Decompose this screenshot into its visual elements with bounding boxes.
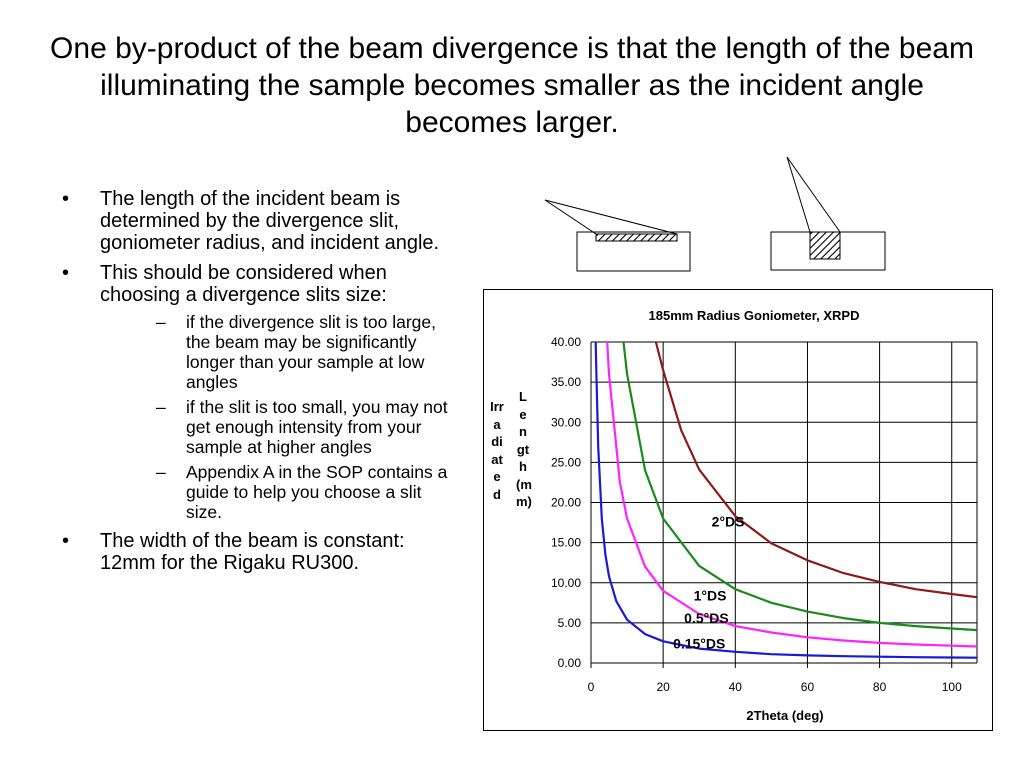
y-tick-label: 35.00 [551, 375, 581, 389]
y-axis-label-left: Irradiated [490, 399, 504, 502]
bullet-list: The length of the incident beam is deter… [60, 188, 455, 582]
y-tick-label: 40.00 [551, 335, 581, 349]
bullet-item: This should be considered when choosing … [60, 262, 455, 522]
x-tick-label: 60 [801, 680, 815, 694]
high-angle-sample-diagram [770, 156, 886, 271]
x-tick-label: 40 [729, 680, 743, 694]
y-tick-label: 0.00 [558, 656, 582, 670]
low-angle-sample-diagram [544, 199, 691, 272]
slide-title: One by-product of the beam divergence is… [50, 32, 974, 139]
chart-series [594, 341, 978, 659]
x-axis-label: 2Theta (deg) [746, 708, 823, 723]
sub-bullet-list: if the divergence slit is too large, the… [100, 312, 455, 522]
x-tick-label: 0 [588, 680, 595, 694]
y-axis-label-right: Length (mm) [516, 389, 532, 509]
sub-bullet-item: Appendix A in the SOP contains a guide t… [100, 462, 455, 522]
y-tick-label: 10.00 [551, 576, 581, 590]
sub-bullet-item: if the slit is too small, you may not ge… [100, 397, 455, 457]
series-label: 2°DS [712, 514, 745, 530]
series-line [606, 341, 978, 648]
irradiated-length-chart: 185mm Radius Goniometer, XRPD 0.00 5.00 10… [551, 308, 978, 723]
chart-container: 185mm Radius Goniometer, XRPD 0.00 5.00 10… [483, 289, 993, 731]
y-tick-label: 30.00 [551, 415, 581, 429]
series-line [654, 341, 978, 599]
series-labels: 2°DS 1°DS 0.5°DS 0.15°DS [673, 514, 744, 652]
series-line [622, 341, 978, 632]
x-tick-label: 20 [656, 680, 670, 694]
y-tick-label: 15.00 [551, 536, 581, 550]
y-tick-label: 5.00 [558, 616, 582, 630]
y-tick-label: 25.00 [551, 455, 581, 469]
bullet-item: The length of the incident beam is deter… [60, 188, 455, 254]
series-label: 0.15°DS [673, 636, 725, 652]
bullet-text: The length of the incident beam is deter… [100, 188, 440, 254]
chart-axes: 0.00 5.00 10.00 15.00 20.00 25.00 30.00 35.00 40… [551, 335, 962, 694]
series-line [594, 341, 978, 659]
series-label: 0.5°DS [684, 610, 729, 626]
y-tick-label: 20.00 [551, 496, 581, 510]
sub-bullet-item: if the divergence slit is too large, the… [100, 312, 455, 392]
chart-title: 185mm Radius Goniometer, XRPD [649, 308, 860, 323]
beam-geometry-diagram [544, 156, 886, 272]
x-tick-label: 100 [942, 680, 962, 694]
bullet-text: This should be considered when choosing … [100, 262, 387, 306]
x-tick-label: 80 [873, 680, 887, 694]
bullet-item: The width of the beam is constant: 12mm … [60, 530, 455, 574]
series-label: 1°DS [694, 587, 727, 603]
chart-gridlines [590, 341, 978, 664]
bullet-text: The width of the beam is constant: 12mm … [100, 530, 405, 574]
